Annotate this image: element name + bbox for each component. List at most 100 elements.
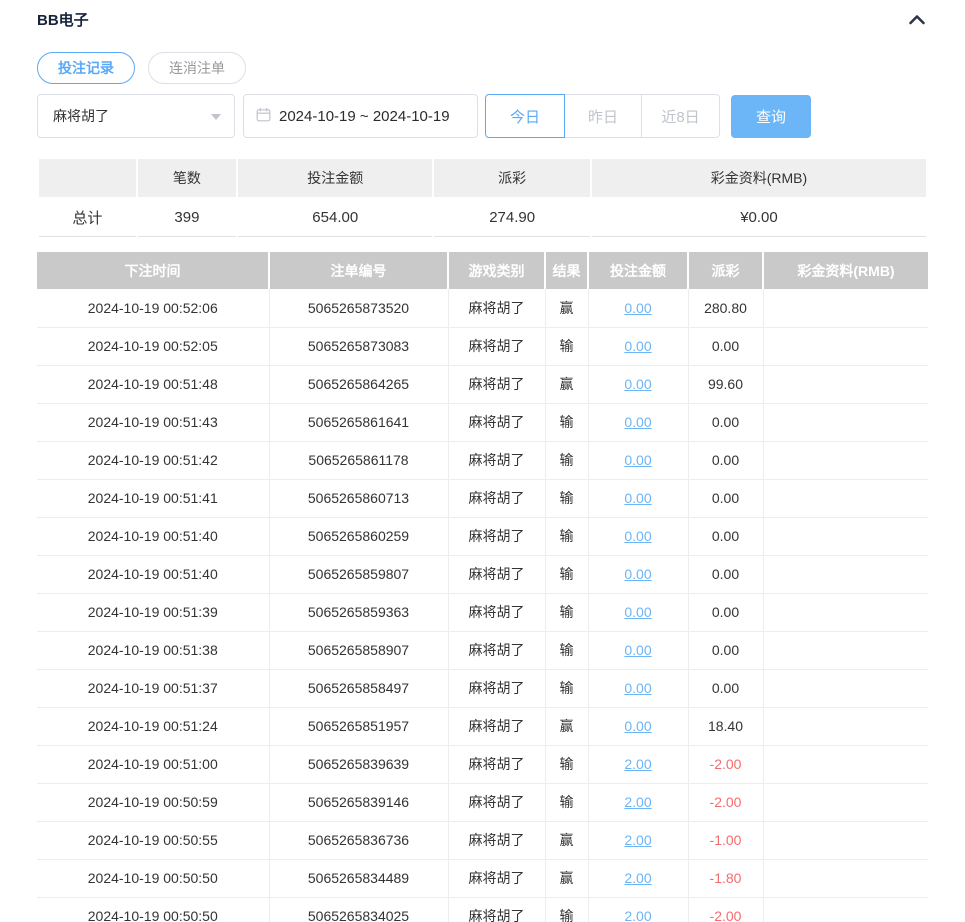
- summary-total-row: 总计 399 654.00 274.90 ¥0.00: [39, 199, 926, 237]
- bet-amount-link[interactable]: 0.00: [624, 604, 652, 620]
- cell-game-type: 麻将胡了: [448, 897, 546, 922]
- bet-amount-link[interactable]: 0.00: [624, 490, 652, 506]
- cell-bet-time: 2024-10-19 00:50:50: [37, 859, 270, 898]
- table-row: 2024-10-19 00:52:05 5065265873083 麻将胡了 输…: [37, 327, 928, 366]
- cell-order-number: 5065265834025: [269, 897, 449, 922]
- cell-bonus: [763, 707, 928, 746]
- summary-header-empty: [39, 159, 136, 197]
- cell-bonus: [763, 289, 928, 328]
- bet-amount-link[interactable]: 0.00: [624, 680, 652, 696]
- cell-bonus: [763, 517, 928, 556]
- cell-payout: 0.00: [688, 479, 764, 518]
- table-row: 2024-10-19 00:51:42 5065265861178 麻将胡了 输…: [37, 441, 928, 480]
- bet-amount-link[interactable]: 0.00: [624, 299, 652, 316]
- record-type-tabs: 投注记录 连消注单: [37, 52, 928, 84]
- cell-bet-amount: 0.00: [588, 441, 689, 480]
- bet-amount-link[interactable]: 0.00: [624, 528, 652, 544]
- cell-result: 输: [545, 555, 589, 594]
- table-row: 2024-10-19 00:51:48 5065265864265 麻将胡了 赢…: [37, 365, 928, 404]
- table-row: 2024-10-19 00:50:55 5065265836736 麻将胡了 赢…: [37, 821, 928, 860]
- collapse-button[interactable]: [906, 12, 928, 27]
- cell-result: 赢: [545, 821, 589, 860]
- bet-amount-link[interactable]: 0.00: [624, 452, 652, 468]
- bet-amount-link[interactable]: 2.00: [624, 756, 652, 772]
- table-row: 2024-10-19 00:50:50 5065265834025 麻将胡了 输…: [37, 897, 928, 922]
- bet-amount-link[interactable]: 2.00: [624, 908, 652, 922]
- cell-result: 输: [545, 479, 589, 518]
- cell-bet-amount: 2.00: [588, 821, 689, 860]
- summary-header-row: 笔数 投注金额 派彩 彩金资料(RMB): [39, 159, 926, 197]
- cell-bonus: [763, 897, 928, 922]
- cell-bonus: [763, 441, 928, 480]
- cell-bet-time: 2024-10-19 00:51:24: [37, 707, 270, 746]
- bet-amount-link[interactable]: 0.00: [624, 642, 652, 658]
- date-range-input[interactable]: 2024-10-19 ~ 2024-10-19: [243, 94, 478, 138]
- cell-order-number: 5065265839146: [269, 783, 449, 822]
- bet-amount-link[interactable]: 0.00: [624, 566, 652, 582]
- cell-bet-amount: 0.00: [588, 669, 689, 708]
- cell-bet-amount: 0.00: [588, 403, 689, 442]
- cell-payout: -1.80: [688, 859, 764, 898]
- cell-bonus: [763, 631, 928, 670]
- cell-bet-time: 2024-10-19 00:51:43: [37, 403, 270, 442]
- table-row: 2024-10-19 00:51:39 5065265859363 麻将胡了 输…: [37, 593, 928, 632]
- cell-game-type: 麻将胡了: [448, 365, 546, 404]
- cell-order-number: 5065265859807: [269, 555, 449, 594]
- cell-payout: -1.00: [688, 821, 764, 860]
- bet-amount-link[interactable]: 0.00: [624, 414, 652, 430]
- cell-order-number: 5065265858907: [269, 631, 449, 670]
- cell-bet-amount: 0.00: [588, 365, 689, 404]
- cell-game-type: 麻将胡了: [448, 327, 546, 366]
- cell-order-number: 5065265836736: [269, 821, 449, 860]
- cell-result: 赢: [545, 289, 589, 328]
- cell-bonus: [763, 821, 928, 860]
- tab-cancelled-orders[interactable]: 连消注单: [148, 52, 246, 84]
- tab-betting-records[interactable]: 投注记录: [37, 52, 135, 84]
- cell-order-number: 5065265861641: [269, 403, 449, 442]
- today-button[interactable]: 今日: [485, 94, 565, 138]
- bet-amount-link[interactable]: 2.00: [624, 794, 652, 810]
- cell-game-type: 麻将胡了: [448, 669, 546, 708]
- cell-order-number: 5065265861178: [269, 441, 449, 480]
- cell-result: 输: [545, 669, 589, 708]
- bet-records-table: 下注时间 注单编号 游戏类别 结果 投注金额 派彩 彩金资料(RMB) 2024…: [37, 252, 928, 922]
- cell-bet-time: 2024-10-19 00:51:40: [37, 555, 270, 594]
- table-row: 2024-10-19 00:51:43 5065265861641 麻将胡了 输…: [37, 403, 928, 442]
- table-row: 2024-10-19 00:51:38 5065265858907 麻将胡了 输…: [37, 631, 928, 670]
- cell-bet-amount: 2.00: [588, 897, 689, 922]
- cell-payout: 0.00: [688, 441, 764, 480]
- header-payout: 派彩: [687, 252, 764, 289]
- cell-bet-amount: 0.00: [588, 479, 689, 518]
- cell-bet-time: 2024-10-19 00:52:06: [37, 289, 270, 328]
- header-bonus: 彩金资料(RMB): [762, 252, 928, 289]
- last-8-days-button[interactable]: 近8日: [641, 94, 720, 138]
- cell-payout: 18.40: [688, 707, 764, 746]
- chevron-up-icon: [908, 13, 926, 28]
- chevron-down-icon: [211, 114, 221, 120]
- bet-amount-link[interactable]: 2.00: [624, 870, 652, 886]
- cell-order-number: 5065265860259: [269, 517, 449, 556]
- cell-game-type: 麻将胡了: [448, 479, 546, 518]
- cell-bet-time: 2024-10-19 00:51:40: [37, 517, 270, 556]
- cell-payout: 0.00: [688, 593, 764, 632]
- game-select[interactable]: 麻将胡了: [37, 94, 235, 138]
- cell-result: 输: [545, 897, 589, 922]
- bet-amount-link[interactable]: 0.00: [624, 718, 652, 734]
- cell-bet-time: 2024-10-19 00:50:55: [37, 821, 270, 860]
- summary-table: 笔数 投注金额 派彩 彩金资料(RMB) 总计 399 654.00 274.9…: [37, 157, 928, 239]
- cell-payout: 0.00: [688, 631, 764, 670]
- yesterday-button[interactable]: 昨日: [564, 94, 642, 138]
- cell-bonus: [763, 669, 928, 708]
- header-result: 结果: [544, 252, 589, 289]
- bet-amount-link[interactable]: 0.00: [624, 338, 652, 354]
- bet-amount-link[interactable]: 2.00: [624, 832, 652, 848]
- bet-amount-link[interactable]: 0.00: [624, 376, 652, 392]
- bet-table-body: 2024-10-19 00:52:06 5065265873520 麻将胡了 赢…: [37, 289, 928, 922]
- cell-game-type: 麻将胡了: [448, 517, 546, 556]
- query-button[interactable]: 查询: [731, 94, 811, 138]
- cell-order-number: 5065265873083: [269, 327, 449, 366]
- cell-bonus: [763, 859, 928, 898]
- cell-payout: 0.00: [688, 555, 764, 594]
- bet-table-header-row: 下注时间 注单编号 游戏类别 结果 投注金额 派彩 彩金资料(RMB): [37, 252, 928, 289]
